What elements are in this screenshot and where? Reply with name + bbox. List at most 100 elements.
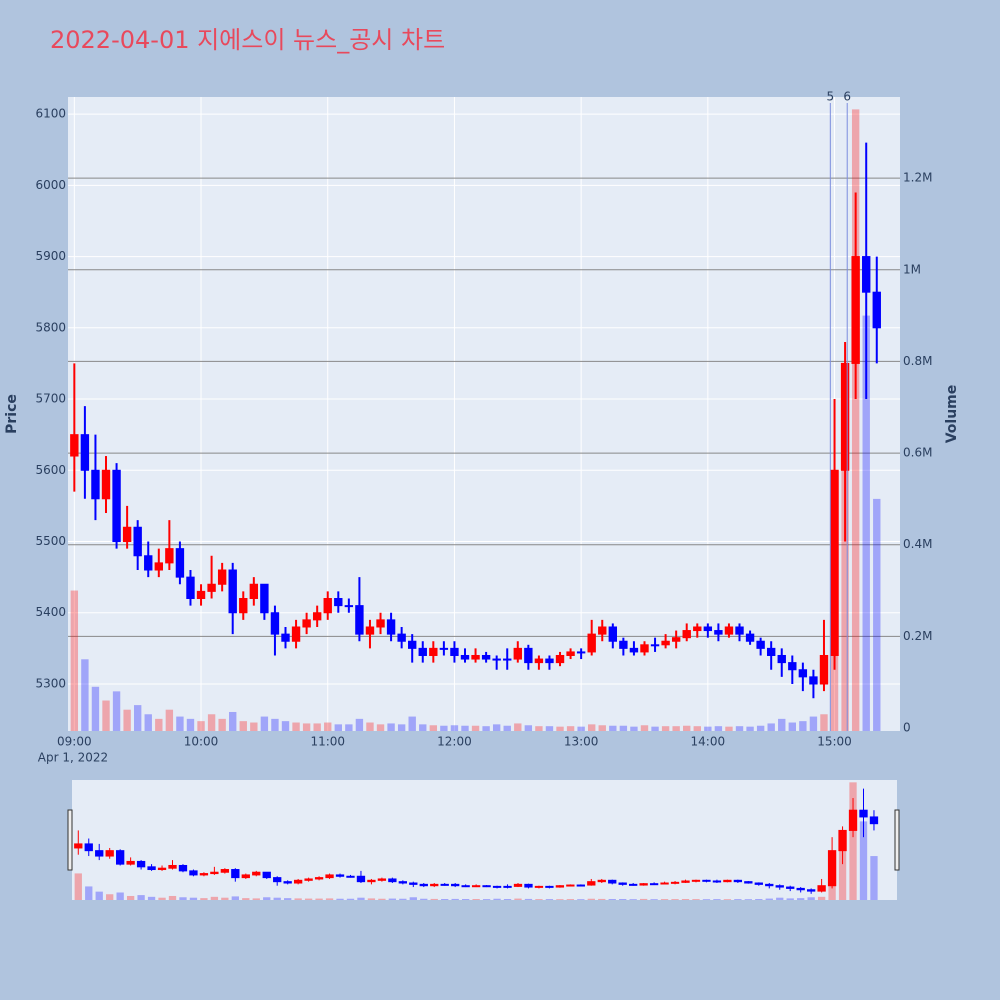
candle-body — [199, 873, 209, 876]
volume-bar — [367, 898, 376, 900]
y-tick-label: 5800 — [35, 320, 66, 334]
volume-bar — [587, 898, 595, 900]
candle-body — [691, 879, 701, 882]
news-marker-label: 6 — [843, 90, 851, 104]
candle-body — [702, 879, 711, 882]
candle-body — [723, 879, 732, 883]
candle-body — [228, 569, 237, 614]
volume-bar — [430, 898, 438, 900]
volume-bar — [197, 721, 205, 731]
candle-body — [429, 647, 438, 656]
volume-bar — [74, 873, 82, 900]
candle-body — [756, 640, 765, 649]
volume-bar — [514, 723, 522, 731]
candle-body — [869, 816, 879, 825]
volume-bar — [218, 718, 226, 731]
candle-body — [744, 881, 753, 884]
candle-body — [147, 866, 156, 871]
volume-bar — [535, 726, 543, 731]
volume-bar — [242, 898, 250, 900]
candle-body — [239, 598, 248, 614]
candle-body — [450, 647, 459, 656]
candle-body — [754, 882, 763, 885]
candle-body — [293, 879, 303, 884]
volume-bar — [492, 724, 501, 731]
volume-bar — [123, 709, 131, 731]
candle-body — [524, 883, 533, 888]
candle-body — [639, 883, 648, 886]
volume-bar — [461, 899, 470, 900]
volume-bar — [133, 705, 142, 731]
volume-bar — [221, 897, 229, 900]
candle-body — [133, 526, 142, 557]
candle-body — [283, 881, 292, 884]
candle-body — [671, 637, 681, 642]
volume-bar — [598, 898, 606, 900]
candle-body — [356, 875, 366, 883]
volume-bar — [144, 714, 152, 731]
candle-body — [566, 884, 575, 887]
candle-body — [440, 883, 449, 886]
volume-bar — [336, 898, 344, 900]
x-tick-label: 13:00 — [564, 735, 599, 749]
candle-body — [817, 885, 826, 892]
volume-bar — [588, 724, 596, 731]
candle-body — [545, 885, 554, 888]
candle-body — [649, 883, 659, 886]
candle-body — [386, 619, 396, 635]
volume-bar — [693, 726, 701, 731]
candle-body — [136, 860, 146, 868]
volume-bar — [325, 898, 334, 900]
volume-bar — [725, 726, 733, 731]
volume-bar — [524, 898, 533, 900]
x-tick-label: 09:00 — [57, 735, 92, 749]
volume-bar — [788, 722, 796, 731]
volume-bar — [851, 109, 860, 731]
candle-body — [851, 256, 860, 364]
y2-tick-label: 0.2M — [903, 629, 932, 643]
candle-body — [101, 469, 111, 500]
candle-body — [661, 640, 670, 646]
volume-bar — [471, 725, 480, 731]
plot-area — [68, 97, 900, 731]
candle-body — [430, 883, 439, 887]
range-handle[interactable] — [67, 809, 73, 871]
volume-bar — [284, 898, 292, 900]
volume-bar — [450, 725, 459, 731]
volume-bar — [378, 898, 386, 900]
candle-body — [154, 562, 163, 571]
volume-bar — [451, 898, 459, 900]
candle-body — [682, 630, 691, 639]
volume-bar — [91, 686, 100, 731]
range-slider[interactable] — [72, 780, 897, 900]
candle-body — [157, 867, 167, 871]
volume-bar — [797, 898, 805, 900]
candle-body — [587, 633, 596, 653]
candle-body — [798, 669, 808, 678]
y2-tick-label: 1.2M — [903, 171, 932, 185]
x-tick-label: 10:00 — [184, 735, 219, 749]
candle-body — [291, 626, 301, 642]
volume-bar — [598, 725, 606, 731]
volume-bar — [200, 898, 208, 900]
range-handle[interactable] — [894, 809, 900, 871]
candle-body — [660, 882, 669, 885]
candle-body — [178, 864, 188, 872]
volume-bar — [472, 899, 480, 900]
candle-body — [460, 654, 470, 660]
candle-body — [827, 850, 837, 887]
volume-bar — [639, 898, 648, 900]
volume-bar — [147, 896, 156, 900]
y2-axis-title: Volume — [944, 385, 960, 444]
y-tick-label: 5400 — [35, 605, 66, 619]
candle-body — [598, 626, 607, 635]
candle-body — [848, 809, 858, 831]
volume-bar — [334, 724, 342, 731]
y-tick-label: 5600 — [35, 463, 66, 477]
volume-bar — [849, 782, 857, 900]
volume-bar — [746, 726, 754, 731]
candle-body — [84, 843, 93, 852]
candle-body — [126, 860, 135, 865]
volume-bar — [126, 895, 135, 900]
y2-tick-label: 0 — [903, 721, 911, 735]
